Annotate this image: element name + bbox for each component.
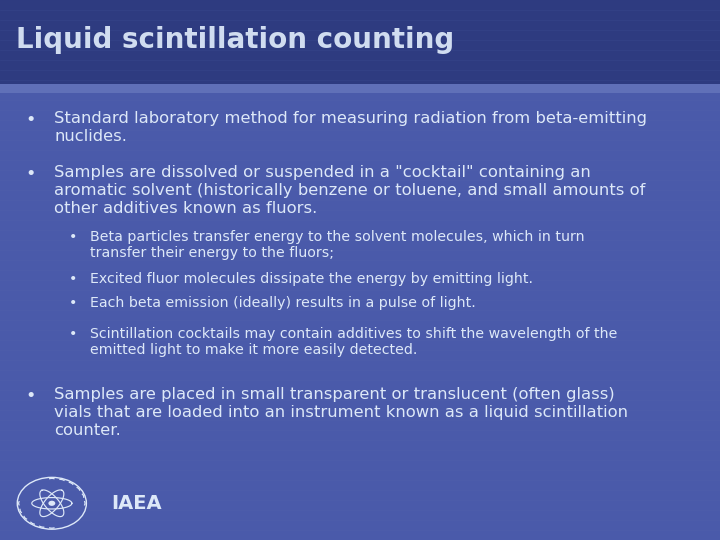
Text: •: • bbox=[25, 165, 35, 183]
Text: Liquid scintillation counting: Liquid scintillation counting bbox=[16, 26, 454, 54]
Text: Excited fluor molecules dissipate the energy by emitting light.: Excited fluor molecules dissipate the en… bbox=[90, 272, 533, 286]
Text: •: • bbox=[25, 387, 35, 405]
Text: •: • bbox=[68, 327, 77, 341]
Text: •: • bbox=[68, 272, 77, 286]
FancyBboxPatch shape bbox=[0, 0, 720, 84]
Text: •: • bbox=[25, 111, 35, 129]
Circle shape bbox=[48, 501, 55, 506]
Text: Samples are dissolved or suspended in a "cocktail" containing an
aromatic solven: Samples are dissolved or suspended in a … bbox=[54, 165, 645, 215]
Text: Beta particles transfer energy to the solvent molecules, which in turn
transfer : Beta particles transfer energy to the so… bbox=[90, 230, 585, 260]
Text: Scintillation cocktails may contain additives to shift the wavelength of the
emi: Scintillation cocktails may contain addi… bbox=[90, 327, 617, 357]
Text: •: • bbox=[68, 230, 77, 244]
Text: IAEA: IAEA bbox=[112, 494, 162, 513]
Text: Standard laboratory method for measuring radiation from beta-emitting
nuclides.: Standard laboratory method for measuring… bbox=[54, 111, 647, 144]
Text: Each beta emission (ideally) results in a pulse of light.: Each beta emission (ideally) results in … bbox=[90, 296, 476, 310]
FancyBboxPatch shape bbox=[0, 84, 720, 93]
Text: Samples are placed in small transparent or translucent (often glass)
vials that : Samples are placed in small transparent … bbox=[54, 387, 628, 438]
Text: •: • bbox=[68, 296, 77, 310]
